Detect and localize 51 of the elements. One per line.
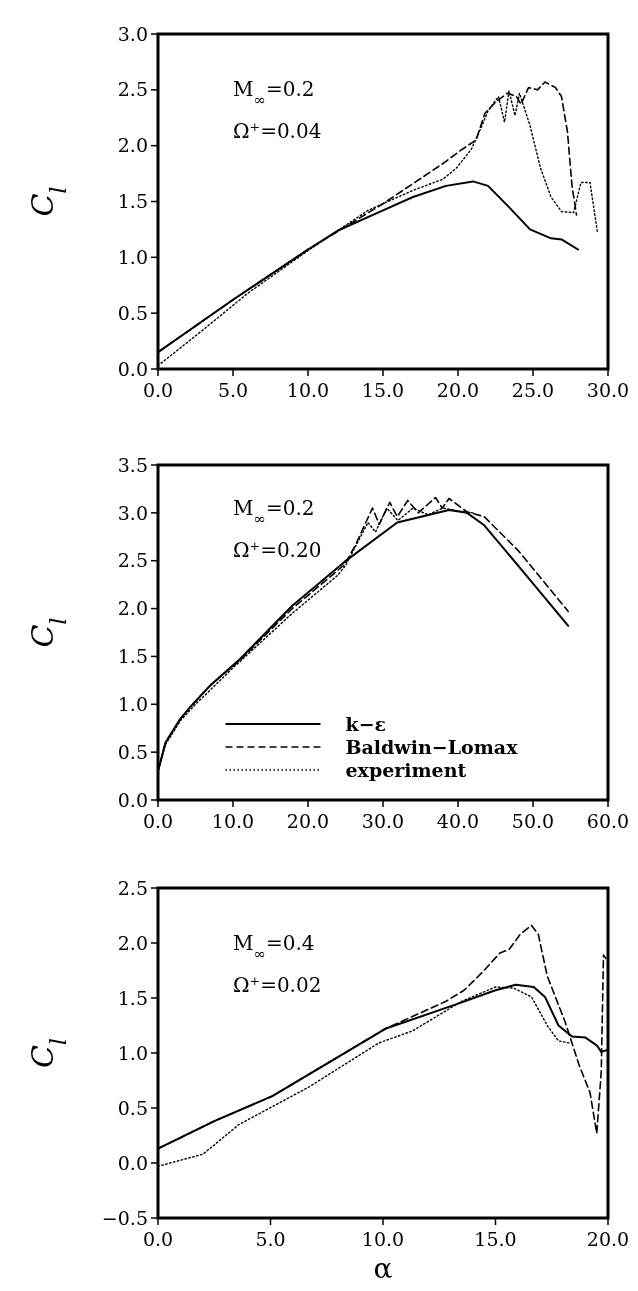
y-tick-label: 0.5: [117, 301, 148, 324]
y-tick-label: 2.0: [117, 931, 148, 954]
y-tick-label: 1.0: [117, 245, 148, 268]
legend-label: k−ε: [345, 712, 387, 735]
y-tick-label: 0.5: [117, 740, 148, 763]
y-tick-label: 1.0: [117, 692, 148, 715]
x-tick-label: 30.0: [361, 810, 405, 832]
annotation: M$_{∞}$=0.2: [233, 77, 315, 109]
y-tick-label: 1.5: [117, 645, 148, 668]
y-tick-label: 0.0: [117, 788, 148, 811]
annotation: M$_{∞}$=0.4: [233, 931, 315, 963]
annotation: M$_{∞}$=0.2: [233, 496, 315, 528]
y-tick-label: 0.0: [117, 1151, 148, 1174]
x-tick-label: 0.0: [142, 1228, 174, 1250]
x-tick-label: 10.0: [211, 810, 255, 832]
y-tick-label: 1.5: [117, 986, 148, 1009]
y-tick-label: 3.0: [117, 501, 148, 524]
x-tick-label: 5.0: [255, 1228, 286, 1250]
x-axis-title: α: [373, 1252, 393, 1285]
x-tick-label: 60.0: [586, 810, 630, 832]
y-tick-label: 2.5: [117, 549, 148, 572]
x-tick-label: 15.0: [474, 1228, 517, 1250]
x-tick-label: 20.0: [286, 810, 330, 832]
y-tick-label: 2.0: [117, 597, 148, 620]
y-tick-label: 2.0: [117, 134, 148, 157]
x-tick-label: 10.0: [361, 1228, 405, 1250]
y-tick-label: 2.5: [117, 78, 148, 101]
x-tick-label: 50.0: [511, 810, 555, 832]
x-tick-label: 40.0: [436, 810, 480, 832]
x-tick-label: 15.0: [361, 379, 405, 401]
x-tick-label: 25.0: [511, 379, 555, 401]
x-tick-label: 20.0: [586, 1228, 630, 1250]
annotation: Ω⁺=0.04: [233, 119, 322, 143]
y-tick-label: 3.0: [117, 22, 148, 45]
annotation: Ω⁺=0.02: [233, 973, 322, 997]
x-tick-label: 0.0: [142, 810, 174, 832]
y-tick-label: 2.5: [117, 876, 148, 899]
x-tick-label: 20.0: [436, 379, 480, 401]
annotation: Ω⁺=0.20: [233, 538, 322, 562]
y-tick-label: −0.5: [101, 1206, 148, 1229]
y-tick-label: 0.5: [117, 1096, 148, 1119]
x-tick-label: 10.0: [286, 379, 330, 401]
y-tick-label: 3.5: [117, 453, 148, 476]
y-tick-label: 0.0: [117, 357, 148, 380]
x-tick-label: 5.0: [217, 379, 249, 401]
y-tick-label: 1.5: [117, 190, 148, 213]
x-tick-label: 30.0: [586, 379, 630, 401]
x-tick-label: 0.0: [142, 379, 174, 401]
legend-label: Baldwin−Lomax: [345, 735, 519, 758]
legend-label: experiment: [345, 758, 467, 781]
y-tick-label: 1.0: [117, 1041, 148, 1064]
